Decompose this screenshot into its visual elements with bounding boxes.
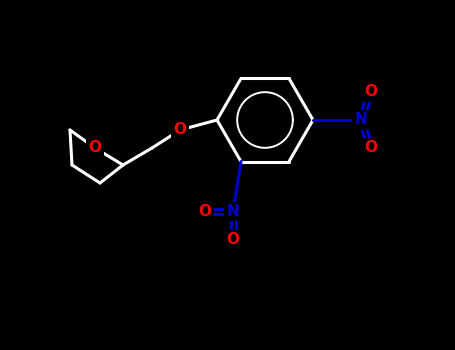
- Text: O: O: [364, 140, 378, 155]
- Text: O: O: [89, 140, 101, 155]
- Text: O: O: [364, 84, 378, 99]
- Text: N: N: [354, 112, 367, 127]
- Text: O: O: [198, 204, 212, 219]
- Text: O: O: [227, 232, 239, 247]
- Text: O: O: [173, 122, 187, 138]
- Text: N: N: [227, 204, 239, 219]
